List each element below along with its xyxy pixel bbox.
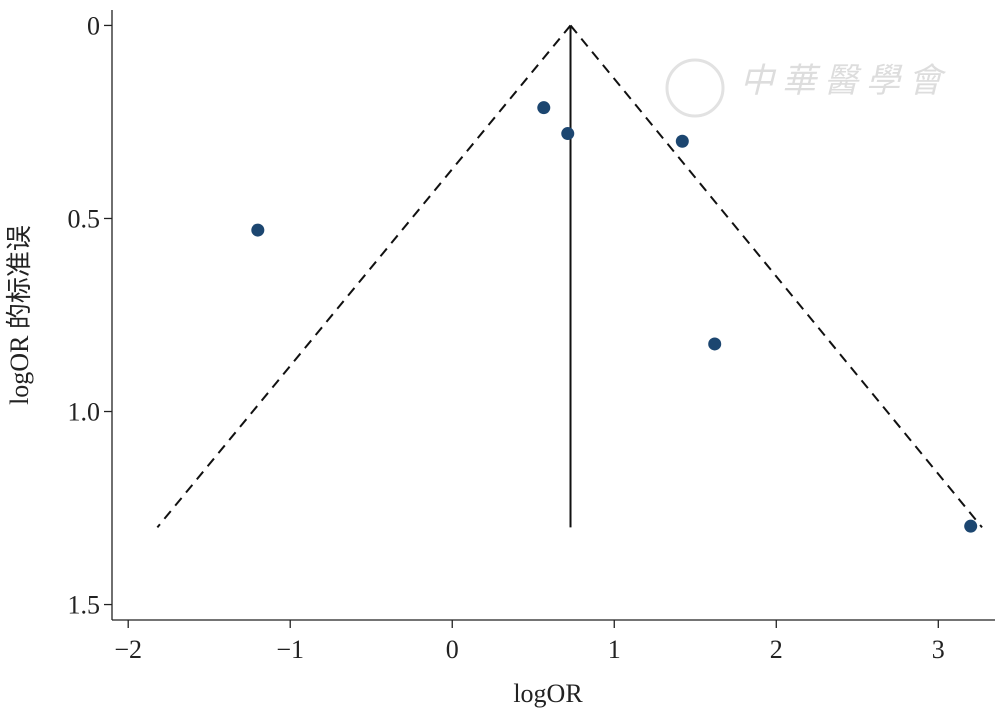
x-axis-label: logOR <box>513 679 583 708</box>
x-tick-label: 2 <box>770 635 783 664</box>
x-tick-label: 3 <box>932 635 945 664</box>
point <box>708 337 722 351</box>
y-tick-label: 1.5 <box>68 591 101 620</box>
y-axis-label: logOR 的标准误 <box>5 225 34 405</box>
point <box>675 134 689 148</box>
point <box>561 127 575 141</box>
y-tick-label: 0.5 <box>68 204 101 233</box>
x-tick-label: 1 <box>608 635 621 664</box>
y-tick-label: 0 <box>87 11 100 40</box>
point <box>537 101 551 115</box>
point <box>964 519 978 533</box>
x-tick-label: −2 <box>114 635 142 664</box>
point <box>251 223 265 237</box>
x-tick-label: −1 <box>276 635 304 664</box>
funnel-line <box>569 24 983 528</box>
funnel-line <box>156 24 572 528</box>
y-tick-label: 1.0 <box>68 398 101 427</box>
watermark-logo <box>665 58 725 118</box>
watermark: 中華醫學會 <box>740 63 950 100</box>
x-tick-label: 0 <box>446 635 459 664</box>
